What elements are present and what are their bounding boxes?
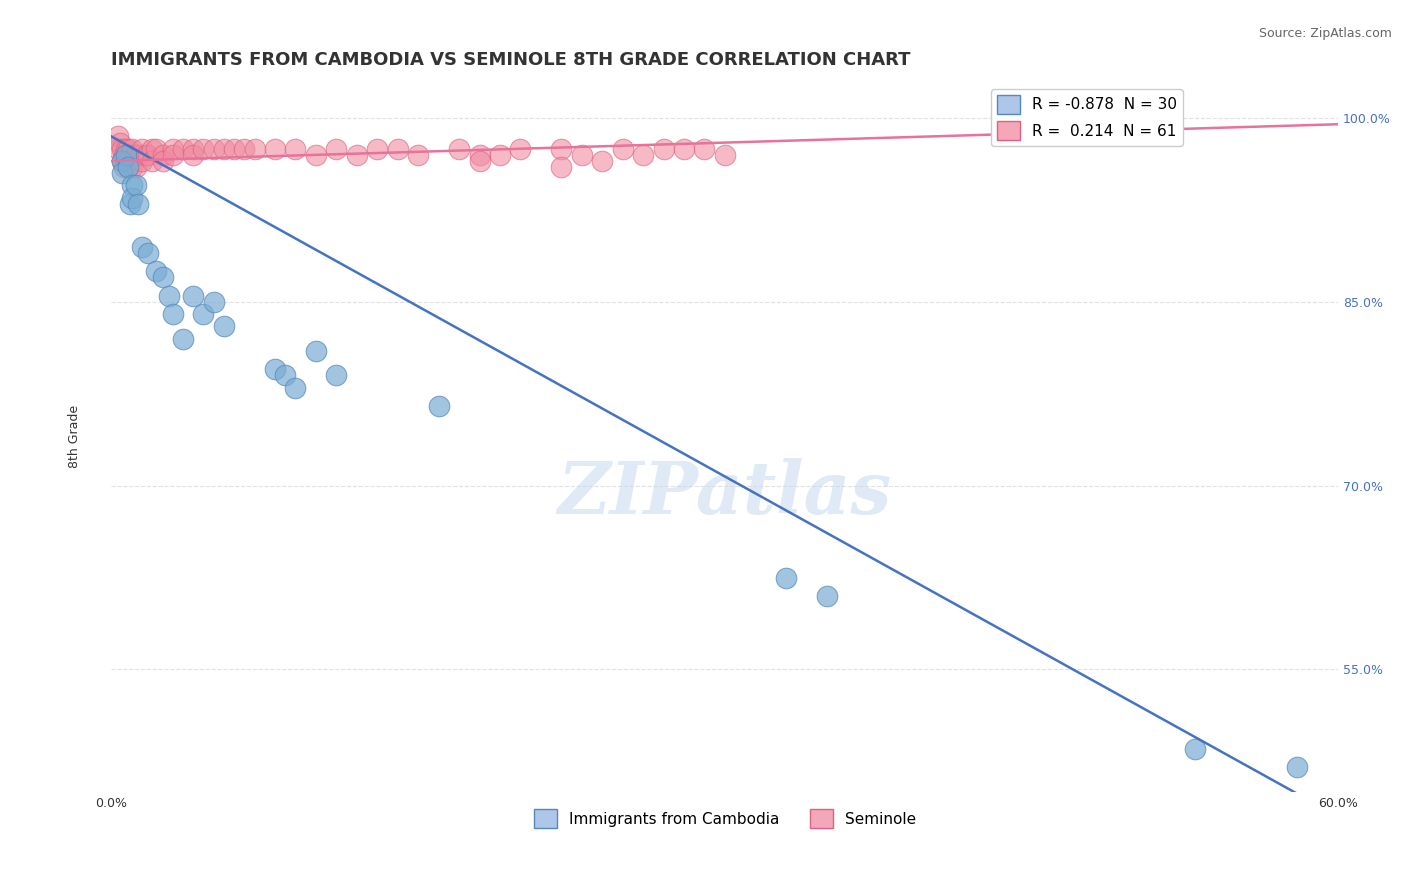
Point — [202, 294, 225, 309]
Point — [118, 148, 141, 162]
Point — [693, 142, 716, 156]
Point — [125, 160, 148, 174]
Point — [571, 148, 593, 162]
Point — [121, 178, 143, 193]
Point — [107, 142, 129, 156]
Point — [112, 160, 135, 174]
Point — [125, 178, 148, 193]
Point — [274, 368, 297, 383]
Point — [131, 240, 153, 254]
Point — [193, 307, 215, 321]
Point — [181, 142, 204, 156]
Point — [427, 399, 450, 413]
Point — [284, 381, 307, 395]
Point — [125, 148, 148, 162]
Point — [612, 142, 634, 156]
Text: Source: ZipAtlas.com: Source: ZipAtlas.com — [1258, 27, 1392, 40]
Point — [233, 142, 256, 156]
Y-axis label: 8th Grade: 8th Grade — [67, 405, 80, 468]
Point — [325, 368, 347, 383]
Point — [264, 362, 287, 376]
Point — [117, 142, 139, 156]
Point — [162, 307, 184, 321]
Point — [145, 142, 167, 156]
Point — [114, 153, 136, 168]
Point — [136, 245, 159, 260]
Point — [172, 332, 194, 346]
Point — [131, 153, 153, 168]
Point — [652, 142, 675, 156]
Point — [305, 343, 328, 358]
Point — [550, 160, 572, 174]
Point — [111, 153, 134, 168]
Point — [145, 264, 167, 278]
Point — [212, 319, 235, 334]
Point — [284, 142, 307, 156]
Point — [775, 570, 797, 584]
Point — [346, 148, 368, 162]
Point — [387, 142, 409, 156]
Point — [1184, 742, 1206, 756]
Point — [118, 197, 141, 211]
Point — [117, 160, 139, 174]
Point — [181, 289, 204, 303]
Point — [406, 148, 429, 162]
Point — [672, 142, 695, 156]
Point — [121, 160, 143, 174]
Point — [129, 148, 152, 162]
Point — [305, 148, 328, 162]
Point — [631, 148, 654, 162]
Point — [107, 129, 129, 144]
Text: ZIPatlas: ZIPatlas — [558, 458, 891, 529]
Point — [111, 142, 134, 156]
Point — [114, 142, 136, 156]
Point — [550, 142, 572, 156]
Point — [111, 153, 134, 168]
Point — [127, 197, 149, 211]
Point — [243, 142, 266, 156]
Point — [181, 148, 204, 162]
Point — [135, 148, 157, 162]
Point — [108, 136, 131, 150]
Point — [114, 148, 136, 162]
Point — [325, 142, 347, 156]
Point — [152, 153, 174, 168]
Point — [162, 148, 184, 162]
Point — [468, 153, 491, 168]
Point — [172, 142, 194, 156]
Point — [121, 191, 143, 205]
Point — [111, 166, 134, 180]
Point — [264, 142, 287, 156]
Point — [212, 142, 235, 156]
Point — [131, 142, 153, 156]
Point — [112, 148, 135, 162]
Point — [157, 289, 180, 303]
Point — [193, 142, 215, 156]
Point — [489, 148, 512, 162]
Point — [162, 142, 184, 156]
Point — [468, 148, 491, 162]
Text: IMMIGRANTS FROM CAMBODIA VS SEMINOLE 8TH GRADE CORRELATION CHART: IMMIGRANTS FROM CAMBODIA VS SEMINOLE 8TH… — [111, 51, 911, 69]
Point — [1286, 760, 1309, 774]
Point — [141, 153, 163, 168]
Point — [202, 142, 225, 156]
Point — [714, 148, 737, 162]
Point — [815, 589, 838, 603]
Point — [152, 148, 174, 162]
Point — [152, 270, 174, 285]
Point — [117, 160, 139, 174]
Legend: Immigrants from Cambodia, Seminole: Immigrants from Cambodia, Seminole — [527, 803, 922, 834]
Point — [366, 142, 388, 156]
Point — [141, 142, 163, 156]
Point — [121, 142, 143, 156]
Point — [591, 153, 613, 168]
Point — [136, 148, 159, 162]
Point — [449, 142, 471, 156]
Point — [509, 142, 531, 156]
Point — [224, 142, 246, 156]
Point — [118, 153, 141, 168]
